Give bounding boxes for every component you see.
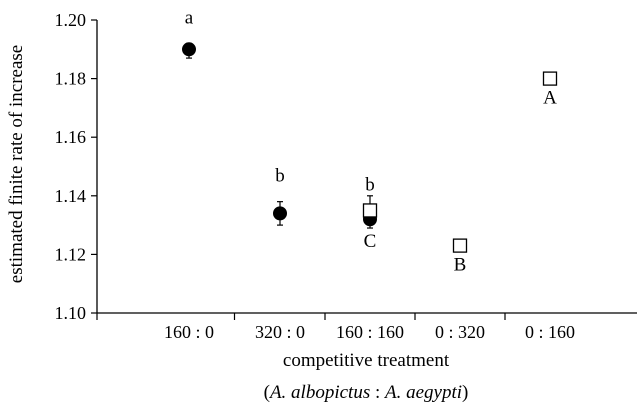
- data-point: [542, 71, 558, 86]
- ticks: 1.10 1.12 1.14 1.16 1.18 1.20 160 : 0 320 : 0 16…: [55, 10, 576, 342]
- x-tick-label: 320 : 0: [255, 322, 305, 342]
- y-tick-label: 1.14: [55, 186, 87, 206]
- data-label: A: [543, 88, 557, 109]
- x-axis-label: competitive treatment: [283, 350, 450, 371]
- x-tick-label: 160 : 0: [164, 322, 214, 342]
- x-axis-sublabel-sep: :: [370, 382, 385, 403]
- marks: a b b C B A: [182, 7, 558, 276]
- data-label: a: [185, 7, 194, 28]
- data-point: [182, 42, 196, 57]
- data-label: b: [275, 166, 285, 187]
- data-label: B: [454, 255, 467, 276]
- y-tick-label: 1.16: [55, 127, 87, 147]
- x-axis-sublabel: (A. albopictus : A. aegypti): [264, 382, 469, 403]
- x-tick-label: 0 : 160: [525, 322, 575, 342]
- x-axis-sublabel-species-b: A. aegypti: [383, 382, 462, 403]
- x-axis-sublabel-close: ): [462, 382, 468, 403]
- data-label: C: [364, 231, 377, 252]
- y-tick-label: 1.10: [55, 303, 87, 323]
- data-point: [273, 206, 287, 221]
- x-axis-sublabel-species-a: A. albopictus: [268, 382, 370, 403]
- axes: [96, 20, 637, 314]
- y-tick-label: 1.18: [55, 69, 87, 89]
- data-point: [452, 238, 468, 253]
- y-axis-label: estimated finite rate of increase: [6, 45, 27, 283]
- y-tick-label: 1.12: [55, 244, 87, 264]
- y-tick-label: 1.20: [55, 10, 87, 30]
- data-label: b: [365, 174, 375, 195]
- data-point: [362, 203, 378, 218]
- x-tick-label: 0 : 320: [435, 322, 485, 342]
- x-tick-label: 160 : 160: [336, 322, 404, 342]
- x-axis-sublabel-open: (: [264, 382, 270, 403]
